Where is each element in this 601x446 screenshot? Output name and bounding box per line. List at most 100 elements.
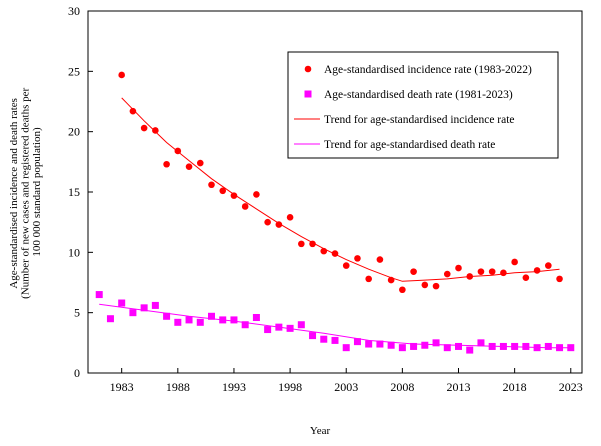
data-point bbox=[342, 344, 350, 352]
x-axis-label: Year bbox=[310, 425, 331, 437]
data-point bbox=[488, 342, 496, 350]
data-point bbox=[129, 107, 137, 115]
y-axis-label-line: Age-standardised incidence and death rat… bbox=[8, 98, 20, 289]
data-point bbox=[443, 270, 451, 278]
data-point bbox=[185, 316, 193, 324]
data-point bbox=[455, 264, 462, 272]
y-axis-label-line: 100 000 standard population) bbox=[31, 127, 43, 257]
x-tick-label: 1998 bbox=[278, 380, 302, 394]
data-point bbox=[410, 268, 417, 275]
data-point bbox=[421, 281, 429, 289]
data-point bbox=[95, 291, 103, 299]
data-point bbox=[298, 240, 305, 248]
data-point bbox=[410, 342, 418, 350]
x-tick-label: 2008 bbox=[390, 380, 414, 394]
data-point bbox=[399, 286, 406, 294]
data-point bbox=[275, 221, 283, 228]
data-point bbox=[174, 147, 182, 155]
data-point bbox=[455, 342, 462, 350]
data-point bbox=[286, 214, 294, 221]
data-point bbox=[477, 339, 485, 347]
data-point bbox=[208, 181, 215, 189]
data-point bbox=[488, 268, 496, 275]
data-point bbox=[556, 344, 564, 352]
trend-line-3 bbox=[99, 303, 571, 349]
data-point bbox=[545, 262, 552, 269]
legend-swatch bbox=[304, 90, 312, 98]
data-point bbox=[309, 240, 316, 248]
data-point bbox=[466, 273, 474, 280]
data-point bbox=[353, 338, 361, 346]
data-point bbox=[421, 341, 429, 349]
data-point bbox=[544, 342, 552, 350]
data-point bbox=[376, 256, 384, 263]
data-point bbox=[118, 71, 125, 79]
legend-label: Trend for age-standardised death rate bbox=[324, 139, 495, 151]
data-point bbox=[208, 312, 215, 320]
data-point bbox=[252, 313, 260, 321]
data-point bbox=[129, 309, 137, 317]
data-point bbox=[522, 274, 530, 281]
data-point bbox=[241, 321, 249, 329]
legend-label: Age-standardised incidence rate (1983-20… bbox=[324, 64, 532, 76]
data-point bbox=[511, 258, 518, 266]
data-point bbox=[286, 324, 294, 332]
legend-box bbox=[287, 51, 559, 159]
y-tick-label: 5 bbox=[74, 306, 80, 320]
data-point bbox=[118, 299, 126, 307]
data-point bbox=[522, 342, 530, 350]
data-point bbox=[398, 344, 406, 352]
data-point bbox=[511, 342, 519, 350]
legend-label: Age-standardised death rate (1981-2023) bbox=[324, 89, 513, 101]
data-point bbox=[140, 304, 148, 312]
data-point bbox=[106, 315, 114, 323]
data-point bbox=[556, 275, 563, 283]
data-point bbox=[163, 160, 170, 168]
data-point bbox=[196, 318, 204, 326]
legend: Age-standardised incidence rate (1983-20… bbox=[287, 51, 559, 159]
trend-line-2 bbox=[121, 97, 560, 282]
x-tick-label: 2023 bbox=[559, 380, 583, 394]
data-point bbox=[365, 275, 372, 283]
y-axis-label-line: (Number of new cases and registered deat… bbox=[20, 88, 32, 299]
x-tick-label: 2018 bbox=[503, 380, 527, 394]
data-point bbox=[185, 163, 193, 170]
data-point bbox=[387, 276, 395, 284]
data-point bbox=[342, 262, 350, 269]
y-tick-label: 0 bbox=[74, 366, 80, 380]
data-point bbox=[533, 344, 541, 352]
legend-label: Trend for age-standardised incidence rat… bbox=[324, 114, 515, 126]
y-tick-label: 20 bbox=[68, 125, 80, 139]
data-point bbox=[320, 335, 328, 343]
x-tick-label: 2013 bbox=[447, 380, 471, 394]
data-point bbox=[432, 282, 440, 290]
data-point bbox=[466, 346, 474, 354]
data-point bbox=[152, 127, 159, 134]
x-tick-label: 1983 bbox=[110, 380, 134, 394]
data-point bbox=[309, 332, 317, 340]
data-point bbox=[331, 250, 339, 257]
data-point bbox=[376, 340, 384, 348]
x-tick-label: 1988 bbox=[166, 380, 190, 394]
axes: 0 5 10 15 20 25 30 1983 1988 1993 1998 2003 2008 2013… bbox=[68, 4, 583, 394]
data-point bbox=[354, 255, 361, 262]
y-tick-label: 10 bbox=[68, 245, 80, 259]
data-point bbox=[443, 344, 451, 352]
data-point bbox=[253, 191, 260, 198]
data-point bbox=[331, 336, 339, 344]
data-point bbox=[320, 247, 328, 255]
plot-area bbox=[95, 71, 575, 354]
y-axis-label: Age-standardised incidence and death rat… bbox=[8, 85, 43, 299]
data-point bbox=[174, 318, 182, 326]
legend-swatch bbox=[304, 65, 312, 73]
data-point bbox=[264, 326, 272, 334]
y-tick-label: 30 bbox=[68, 4, 80, 18]
data-point bbox=[219, 187, 227, 195]
data-point bbox=[230, 192, 238, 199]
data-point bbox=[499, 342, 507, 350]
data-point bbox=[297, 321, 305, 329]
data-point bbox=[432, 339, 440, 347]
data-point bbox=[365, 340, 373, 348]
data-point bbox=[275, 323, 283, 331]
